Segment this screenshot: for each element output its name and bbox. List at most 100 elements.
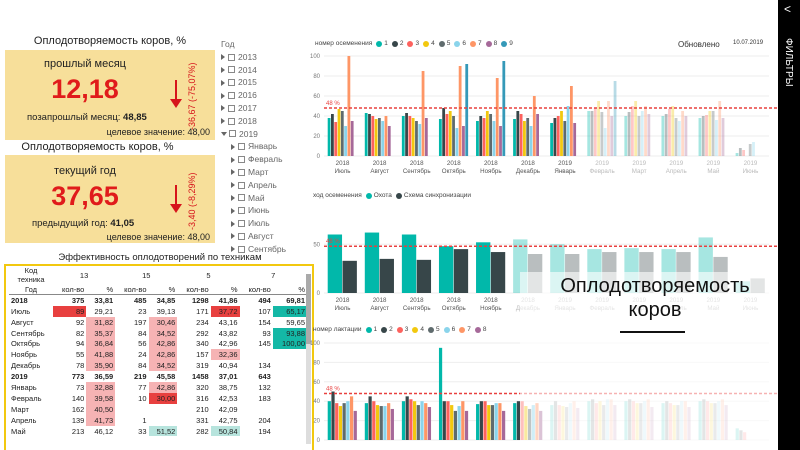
checkbox[interactable]	[238, 245, 245, 253]
checkbox[interactable]	[238, 181, 245, 189]
legend-item[interactable]: 1	[384, 40, 388, 47]
tree-item-Февраль[interactable]: Февраль	[221, 153, 301, 166]
checkbox[interactable]	[229, 130, 236, 138]
tree-item-2015[interactable]: 2015	[221, 76, 301, 89]
tree-item-2019[interactable]: 2019	[221, 128, 301, 141]
table-row[interactable]: Февраль 140 39,58 10 30,00 316 42,53 183	[9, 392, 307, 404]
table-row[interactable]: Июль 89 29,21 23 39,13 171 37,72 107 65,17	[9, 305, 307, 317]
table-cell: 30,46	[148, 316, 178, 328]
checkbox[interactable]	[238, 194, 245, 202]
table-cell: 84	[138, 328, 147, 338]
expand-right-icon[interactable]	[231, 194, 235, 201]
tree-item-Январь[interactable]: Январь	[221, 140, 301, 153]
table-row[interactable]: Декабрь 78 35,90 84 34,52 319 40,94 134	[9, 360, 307, 372]
legend-item[interactable]: 4	[431, 40, 435, 47]
table-row[interactable]: Август 92 31,82 197 30,46 234 43,16 154 59,65	[9, 316, 307, 328]
expand-down-icon[interactable]	[221, 131, 227, 136]
legend-item[interactable]: 5	[446, 40, 451, 47]
x-tick-label: Ноябрь	[480, 305, 501, 312]
legend-item[interactable]: 2	[399, 40, 404, 47]
collapse-chevron-icon[interactable]: <	[784, 2, 792, 16]
checkbox[interactable]	[228, 92, 235, 100]
checkbox[interactable]	[238, 220, 245, 228]
table-row[interactable]: Март 162 40,50 210 42,09	[9, 403, 307, 415]
legend-item[interactable]: Охота	[373, 192, 392, 199]
expand-right-icon[interactable]	[231, 182, 235, 189]
bar	[597, 101, 600, 156]
expand-right-icon[interactable]	[221, 54, 225, 61]
expand-right-icon[interactable]	[221, 92, 225, 99]
expand-right-icon[interactable]	[231, 207, 235, 214]
table-row[interactable]: Октябрь 94 36,84 56 42,86 340 42,96 145 100,00	[9, 338, 307, 350]
tree-item-2016[interactable]: 2016	[221, 89, 301, 102]
legend-item[interactable]: 1	[373, 326, 378, 333]
table-row[interactable]: 2019 773 36,59 219 45,58 1458 37,01 643	[9, 371, 307, 382]
tree-item-2014[interactable]: 2014	[221, 64, 301, 77]
legend-item[interactable]: 7	[467, 326, 471, 333]
expand-right-icon[interactable]	[221, 79, 225, 86]
table-scrollbar[interactable]	[306, 274, 311, 444]
tree-item-Июнь[interactable]: Июнь	[221, 204, 301, 217]
table-cell	[273, 393, 307, 404]
legend-item[interactable]: 4	[420, 326, 425, 333]
bar	[331, 391, 335, 440]
expand-right-icon[interactable]	[231, 233, 235, 240]
expand-right-icon[interactable]	[221, 105, 225, 112]
bar	[519, 114, 523, 156]
checkbox[interactable]	[228, 79, 235, 87]
checkbox[interactable]	[238, 156, 245, 164]
expand-right-icon[interactable]	[221, 66, 225, 73]
tree-item-2018[interactable]: 2018	[221, 115, 301, 128]
checkbox[interactable]	[238, 207, 245, 215]
table-row[interactable]: Ноябрь 55 41,88 24 42,86 157 32,36	[9, 349, 307, 361]
filters-pane[interactable]: < ФИЛЬТРЫ	[778, 0, 800, 450]
legend-item[interactable]: 2	[389, 326, 393, 333]
checkbox[interactable]	[228, 117, 235, 125]
table-cell: 24	[138, 350, 147, 360]
table-row[interactable]: 2018 375 33,81 485 34,85 1298 41,86 494 69,81	[9, 295, 307, 306]
expand-right-icon[interactable]	[231, 169, 235, 176]
tree-item-Июль[interactable]: Июль	[221, 217, 301, 230]
expand-right-icon[interactable]	[231, 220, 235, 227]
checkbox[interactable]	[228, 66, 235, 74]
checkbox[interactable]	[228, 53, 235, 61]
legend-item[interactable]: 6	[451, 326, 456, 333]
checkbox[interactable]	[238, 232, 245, 240]
expand-right-icon[interactable]	[231, 143, 235, 150]
checkbox[interactable]	[238, 143, 245, 151]
table-row[interactable]: Сентябрь 82 35,37 84 34,52 292 43,82 93 93,88	[9, 327, 307, 339]
tree-item-2013[interactable]: 2013	[221, 51, 301, 64]
legend-item[interactable]: 9	[509, 40, 513, 47]
legend-item[interactable]: Схема синхронизации	[403, 192, 472, 199]
checkbox[interactable]	[228, 104, 235, 112]
expand-right-icon[interactable]	[231, 156, 235, 163]
tree-item-Сентябрь[interactable]: Сентябрь	[221, 243, 301, 256]
kpi1-title: Оплодотворяемость коров, %	[33, 35, 187, 47]
legend-item[interactable]: 5	[436, 326, 440, 333]
bar	[708, 111, 712, 156]
table-row[interactable]: Май 213 46,12 33 51,52 282 50,84 194	[9, 425, 307, 437]
table-cell: 42,75	[218, 415, 238, 425]
tree-item-Март[interactable]: Март	[221, 166, 301, 179]
checkbox[interactable]	[238, 168, 245, 176]
table-row[interactable]: Апрель 139 41,73 1 331 42,75 204	[9, 414, 307, 426]
legend-item[interactable]: 3	[404, 326, 409, 333]
legend-item[interactable]: 8	[482, 326, 487, 333]
bar	[701, 116, 705, 156]
tree-item-Май[interactable]: Май	[221, 192, 301, 205]
table-header: 15	[142, 270, 151, 280]
legend-item[interactable]: 8	[493, 40, 498, 47]
bar	[349, 396, 354, 440]
expand-right-icon[interactable]	[221, 118, 225, 125]
table-row[interactable]: Январь 73 32,88 77 42,86 320 38,75 132	[9, 382, 307, 393]
legend-item[interactable]: 7	[477, 40, 482, 47]
table-cell: 331	[196, 415, 209, 425]
expand-right-icon[interactable]	[231, 246, 235, 253]
x-tick-label: Декабрь	[516, 168, 540, 175]
tree-item-Апрель[interactable]: Апрель	[221, 179, 301, 192]
legend-item[interactable]: 3	[415, 40, 420, 47]
x-tick-label: 2019	[706, 160, 720, 167]
tree-item-2017[interactable]: 2017	[221, 102, 301, 115]
tree-item-Август[interactable]: Август	[221, 230, 301, 243]
legend-item[interactable]: 6	[462, 40, 466, 47]
